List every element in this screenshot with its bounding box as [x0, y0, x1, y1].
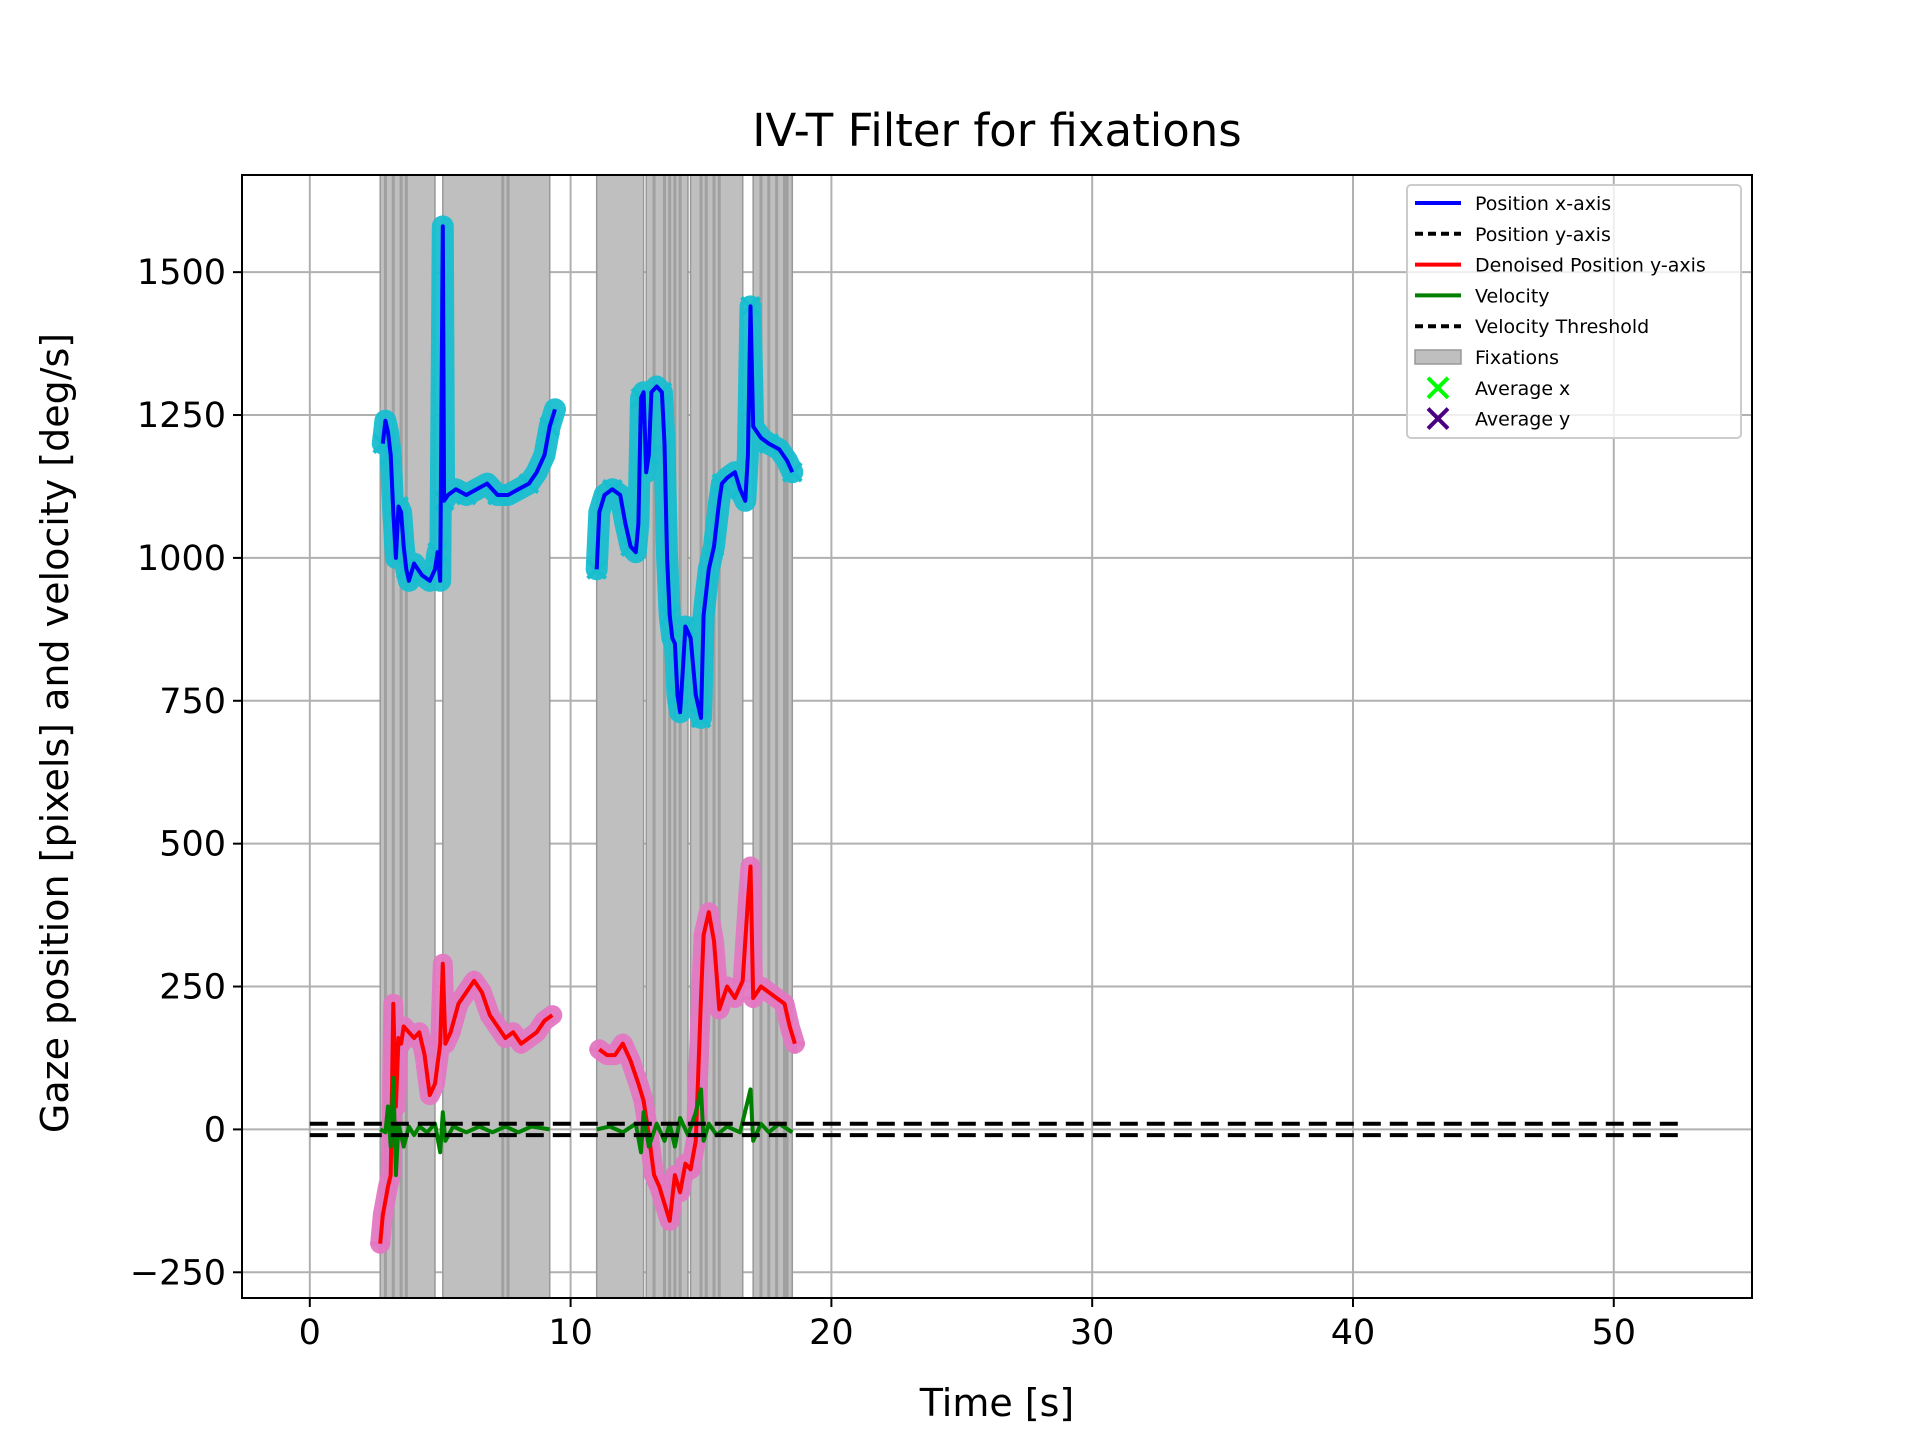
- legend-entry: Average x: [1426, 376, 1570, 400]
- series-denoised-y-line: [378, 961, 554, 1244]
- y-tick-label: 1000: [137, 539, 226, 579]
- y-tick-label: 250: [159, 968, 226, 1008]
- legend-swatch: [1426, 407, 1450, 431]
- y-tick-label: 1250: [137, 396, 226, 436]
- x-tick-label: 50: [1592, 1313, 1637, 1353]
- legend-entry: Average y: [1426, 407, 1570, 431]
- legend-entry: Velocity: [1415, 285, 1550, 307]
- legend-swatch: [1426, 376, 1450, 400]
- legend-label: Position y-axis: [1475, 224, 1611, 246]
- legend-swatch-stroke: [1426, 407, 1450, 431]
- legend-label: Velocity: [1475, 285, 1550, 307]
- average-x-marker: [586, 558, 608, 580]
- data-layer: [309, 215, 1687, 1254]
- legend-label: Average y: [1475, 409, 1570, 431]
- legend-label: Denoised Position y-axis: [1475, 255, 1706, 277]
- x-tick-label: 0: [299, 1313, 321, 1353]
- legend-swatch: [1414, 349, 1462, 365]
- x-tick-label: 10: [548, 1313, 593, 1353]
- legend-label: Position x-axis: [1475, 193, 1611, 215]
- chart-title: IV-T Filter for fixations: [752, 104, 1241, 157]
- series-denoised-y-line: [598, 864, 797, 1223]
- y-tick-label: 500: [159, 825, 226, 865]
- legend: Position x-axis Position y-axis Denoised P…: [1406, 184, 1742, 439]
- legend-entry: Position y-axis: [1415, 224, 1611, 246]
- y-tick-label: −250: [130, 1253, 226, 1293]
- fixation-span: [442, 175, 551, 1298]
- x-tick-label: 20: [809, 1313, 854, 1353]
- series-position-x-line: [380, 224, 557, 583]
- legend-label: Average x: [1475, 378, 1570, 400]
- y-tick-label: 1500: [137, 253, 226, 293]
- legend-entry: Position x-axis: [1415, 193, 1611, 215]
- legend-entry: Denoised Position y-axis: [1415, 255, 1706, 277]
- x-tick-label: 40: [1331, 1313, 1376, 1353]
- average-x-marker-stroke: [586, 558, 608, 580]
- y-tick-label: 0: [204, 1110, 226, 1150]
- average-y-marker: [589, 1039, 610, 1060]
- x-axis-label: Time [s]: [919, 1381, 1075, 1425]
- legend-label: Fixations: [1475, 347, 1559, 369]
- plot-area: 0 10 20 30 40 50 −250 0 250 500 750 1000 1250 1500: [130, 174, 1753, 1353]
- x-tick-label: 30: [1070, 1313, 1115, 1353]
- legend-entry: Fixations: [1414, 347, 1559, 369]
- y-axis-label: Gaze position [pixels] and velocity [deg…: [33, 333, 77, 1133]
- series-velocity-line: [379, 1076, 551, 1178]
- legend-entry: Velocity Threshold: [1415, 316, 1649, 338]
- legend-swatch-stroke: [1426, 376, 1450, 400]
- y-tick-label: 750: [159, 682, 226, 722]
- plot-frame: [241, 174, 1753, 1299]
- legend-label: Velocity Threshold: [1475, 316, 1649, 338]
- series-position-x-line: [594, 304, 795, 720]
- legend-box: [1406, 184, 1742, 439]
